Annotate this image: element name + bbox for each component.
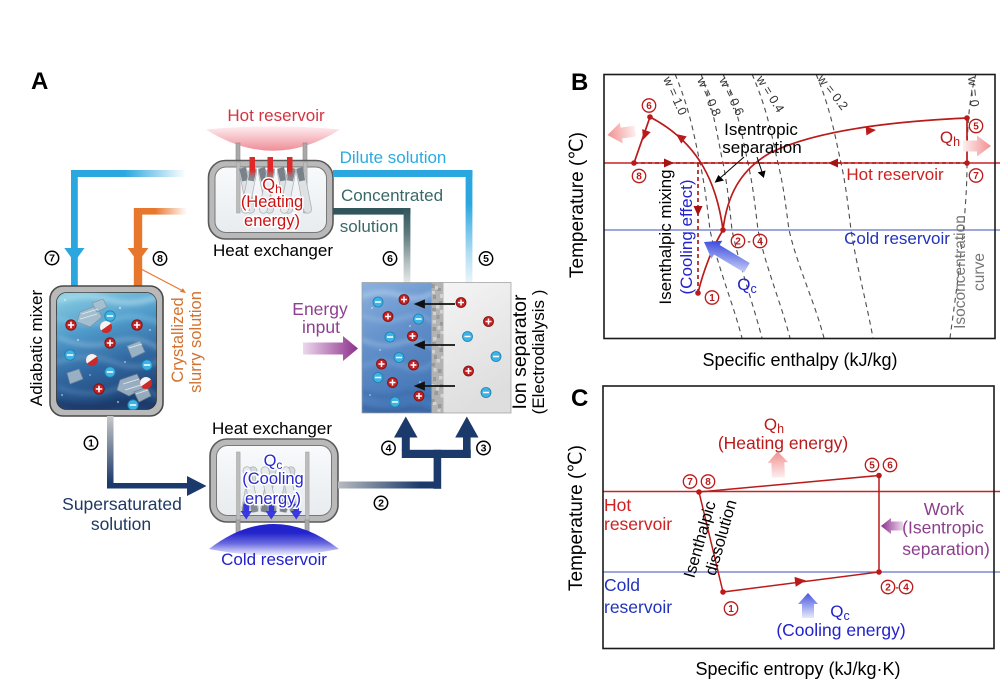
svg-text:Supersaturated: Supersaturated [62, 494, 182, 514]
svg-text:2: 2 [735, 237, 741, 248]
svg-text:reservoir: reservoir [604, 514, 672, 534]
svg-text:(Electrodialysis ): (Electrodialysis ) [529, 290, 548, 415]
svg-text:Isenthalpic mixing: Isenthalpic mixing [656, 169, 675, 304]
svg-text:(Heating energy): (Heating energy) [718, 433, 848, 453]
svg-text:(Cooling effect): (Cooling effect) [677, 180, 696, 295]
svg-text:Isoconcentration: Isoconcentration [952, 215, 969, 329]
svg-text:5: 5 [973, 122, 979, 133]
svg-text:Energy: Energy [292, 299, 348, 319]
svg-text:8: 8 [636, 172, 642, 183]
svg-text:1: 1 [88, 438, 94, 450]
svg-text:Hot reservoir: Hot reservoir [846, 165, 944, 184]
svg-text:A: A [31, 68, 48, 95]
svg-text:Work: Work [924, 499, 965, 519]
svg-text:B: B [571, 69, 588, 96]
svg-text:6: 6 [646, 101, 652, 112]
svg-text:7: 7 [973, 171, 979, 182]
svg-text:Temperature (℃): Temperature (℃) [566, 445, 587, 591]
svg-text:5: 5 [483, 253, 489, 265]
svg-text:1: 1 [728, 604, 734, 615]
svg-text:curve: curve [971, 253, 988, 291]
svg-text:(Isentropic: (Isentropic [902, 518, 984, 538]
svg-text:energy): energy) [245, 490, 301, 508]
svg-text:4: 4 [903, 583, 909, 594]
svg-text:Ion separator: Ion separator [509, 294, 531, 409]
svg-text:Cold: Cold [604, 575, 640, 595]
svg-text:C: C [571, 385, 588, 412]
svg-text:4: 4 [386, 443, 392, 455]
svg-text:Heat exchanger: Heat exchanger [213, 241, 333, 260]
svg-text:Specific enthalpy (kJ/kg): Specific enthalpy (kJ/kg) [702, 350, 897, 370]
svg-text:Hot reservoir: Hot reservoir [227, 106, 325, 125]
svg-text:Concentrated: Concentrated [341, 186, 443, 205]
svg-text:-: - [747, 237, 750, 248]
svg-text:Cold reservoir: Cold reservoir [844, 229, 950, 248]
svg-text:separation): separation) [902, 539, 990, 559]
svg-text:3: 3 [481, 443, 487, 455]
svg-text:Dilute solution: Dilute solution [340, 148, 447, 167]
svg-text:2: 2 [885, 583, 891, 594]
svg-text:2: 2 [378, 498, 384, 510]
svg-text:Cold reservoir: Cold reservoir [221, 550, 327, 569]
svg-text:(Heating: (Heating [241, 193, 303, 211]
svg-text:6: 6 [887, 461, 893, 472]
svg-text:Specific entropy (kJ/kg·K): Specific entropy (kJ/kg·K) [695, 659, 900, 679]
svg-text:slurry solution: slurry solution [187, 291, 205, 393]
svg-text:(Cooling: (Cooling [242, 470, 303, 488]
svg-text:8: 8 [705, 477, 711, 488]
svg-text:-: - [895, 583, 898, 594]
svg-text:Isentropic: Isentropic [724, 120, 798, 139]
svg-text:7: 7 [49, 253, 55, 265]
svg-text:5: 5 [869, 461, 875, 472]
svg-text:7: 7 [687, 477, 693, 488]
svg-text:Crystallized: Crystallized [169, 297, 187, 382]
svg-text:6: 6 [387, 253, 393, 265]
svg-text:Temperature (℃): Temperature (℃) [567, 132, 588, 278]
svg-text:4: 4 [757, 237, 763, 248]
svg-text:reservoir: reservoir [604, 597, 672, 617]
svg-text:Heat exchanger: Heat exchanger [212, 419, 332, 438]
svg-text:separation: separation [722, 138, 801, 157]
svg-text:1: 1 [709, 293, 715, 304]
svg-text:8: 8 [157, 253, 163, 265]
svg-text:(Cooling energy): (Cooling energy) [776, 620, 905, 640]
svg-text:w = 0: w = 0 [965, 75, 982, 107]
svg-text:input: input [302, 317, 340, 337]
svg-text:energy): energy) [244, 212, 300, 230]
svg-text:solution: solution [91, 514, 151, 534]
svg-text:Hot: Hot [604, 495, 631, 515]
svg-text:Adiabatic mixer: Adiabatic mixer [27, 290, 46, 407]
svg-text:solution: solution [340, 217, 399, 236]
